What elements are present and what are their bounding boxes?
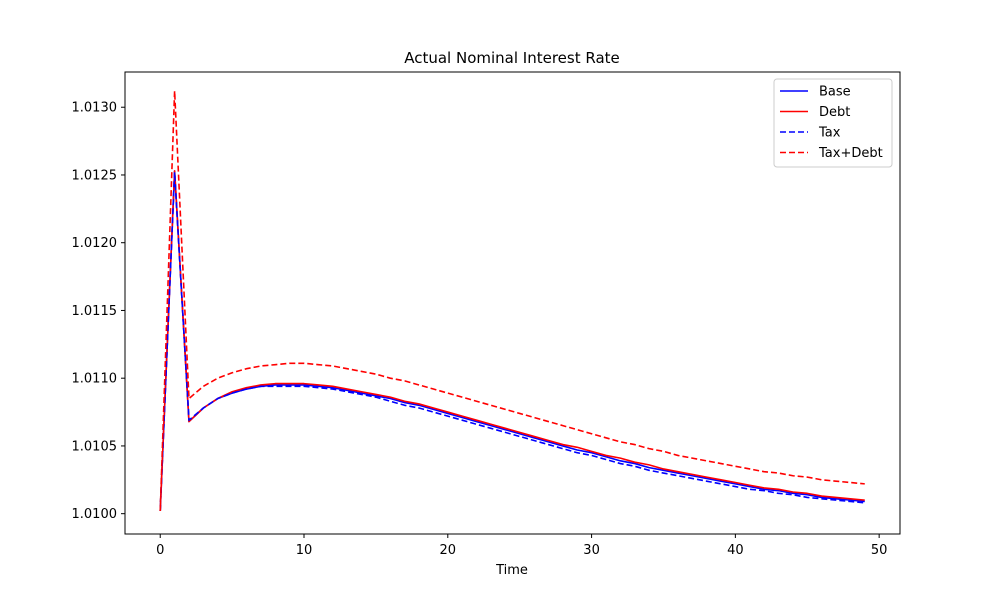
x-tick-label: 30 [583, 543, 600, 558]
y-tick-label: 1.0130 [72, 101, 118, 116]
y-tick-label: 1.0100 [72, 507, 118, 522]
plot-lines [159, 90, 865, 512]
y-tick-label: 1.0110 [72, 372, 118, 387]
y-tick-label: 1.0105 [72, 439, 118, 454]
y-axis: 1.0100 1.0105 1.0110 1.0115 1.0120 1.0125 1.01… [72, 101, 125, 522]
series-line-debt [159, 170, 865, 512]
x-axis-label: Time [495, 563, 528, 578]
x-tick-label: 0 [156, 543, 164, 558]
y-tick-label: 1.0125 [72, 168, 118, 183]
x-tick-label: 40 [727, 543, 744, 558]
x-tick-label: 50 [871, 543, 888, 558]
series-line-tax-debt [159, 90, 865, 511]
legend-box [773, 78, 893, 168]
legend: Base Debt Tax Tax+Debt [773, 78, 893, 168]
legend-label: Tax [818, 126, 841, 141]
y-tick-label: 1.0120 [72, 236, 118, 251]
y-tick-label: 1.0115 [72, 304, 118, 319]
legend-label: Base [819, 85, 851, 100]
x-tick-label: 10 [296, 543, 313, 558]
x-axis: 0 10 20 30 40 50 [156, 534, 887, 558]
plot-frame [124, 71, 901, 535]
series-line-base [159, 170, 865, 512]
x-tick-label: 20 [440, 543, 457, 558]
series-line-tax [159, 171, 865, 512]
legend-label: Debt [819, 105, 850, 120]
chart-title: Actual Nominal Interest Rate [404, 49, 620, 67]
legend-label: Tax+Debt [818, 146, 883, 161]
